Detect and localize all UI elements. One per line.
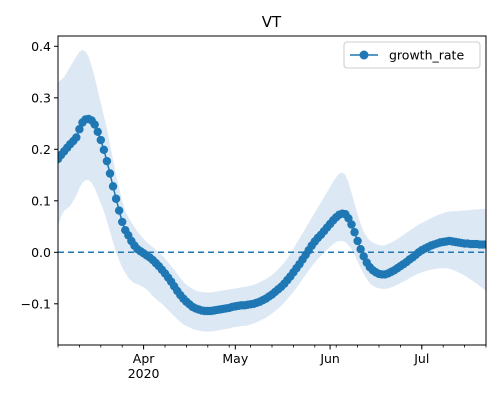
- y-tick-label: 0.1: [31, 193, 51, 208]
- data-point: [356, 245, 365, 254]
- x-tick-label: Jul: [413, 351, 429, 366]
- data-point: [93, 127, 102, 136]
- data-point: [118, 217, 127, 227]
- data-point: [96, 135, 106, 145]
- data-point: [105, 169, 115, 178]
- chart-title: VT: [262, 13, 282, 31]
- y-tick-label: 0.2: [31, 142, 51, 157]
- data-point: [102, 156, 112, 166]
- data-point: [353, 236, 362, 246]
- x-tick-label: May: [222, 351, 248, 366]
- data-point: [108, 182, 118, 191]
- data-point: [90, 120, 99, 129]
- y-tick-label: −0.1: [21, 296, 51, 311]
- data-point: [111, 194, 121, 203]
- data-point: [114, 206, 124, 215]
- plot-area: [58, 49, 486, 332]
- y-tick-label: 0.3: [31, 90, 51, 105]
- x-tick-label: Apr: [133, 351, 155, 366]
- legend-label-growth-rate: growth_rate: [389, 48, 464, 63]
- legend-marker-swatch: [359, 50, 369, 60]
- y-tick-label: 0.4: [31, 39, 51, 54]
- uncertainty-band: [58, 49, 486, 332]
- data-point: [72, 133, 81, 142]
- data-point: [99, 145, 109, 155]
- series-markers: [58, 114, 486, 316]
- y-axis: −0.1 0.0 0.1 0.2 0.3 0.4: [21, 39, 58, 311]
- plot-frame: [57, 35, 487, 346]
- data-point: [75, 125, 84, 134]
- y-tick-label: 0.0: [31, 245, 51, 260]
- x-tick-label: Jun: [319, 351, 340, 366]
- x-tick-year-label: 2020: [128, 366, 160, 381]
- data-point: [350, 228, 359, 237]
- legend-box: [343, 41, 481, 69]
- data-point: [347, 220, 356, 229]
- legend: growth_rate: [343, 41, 481, 69]
- data-point: [481, 240, 486, 249]
